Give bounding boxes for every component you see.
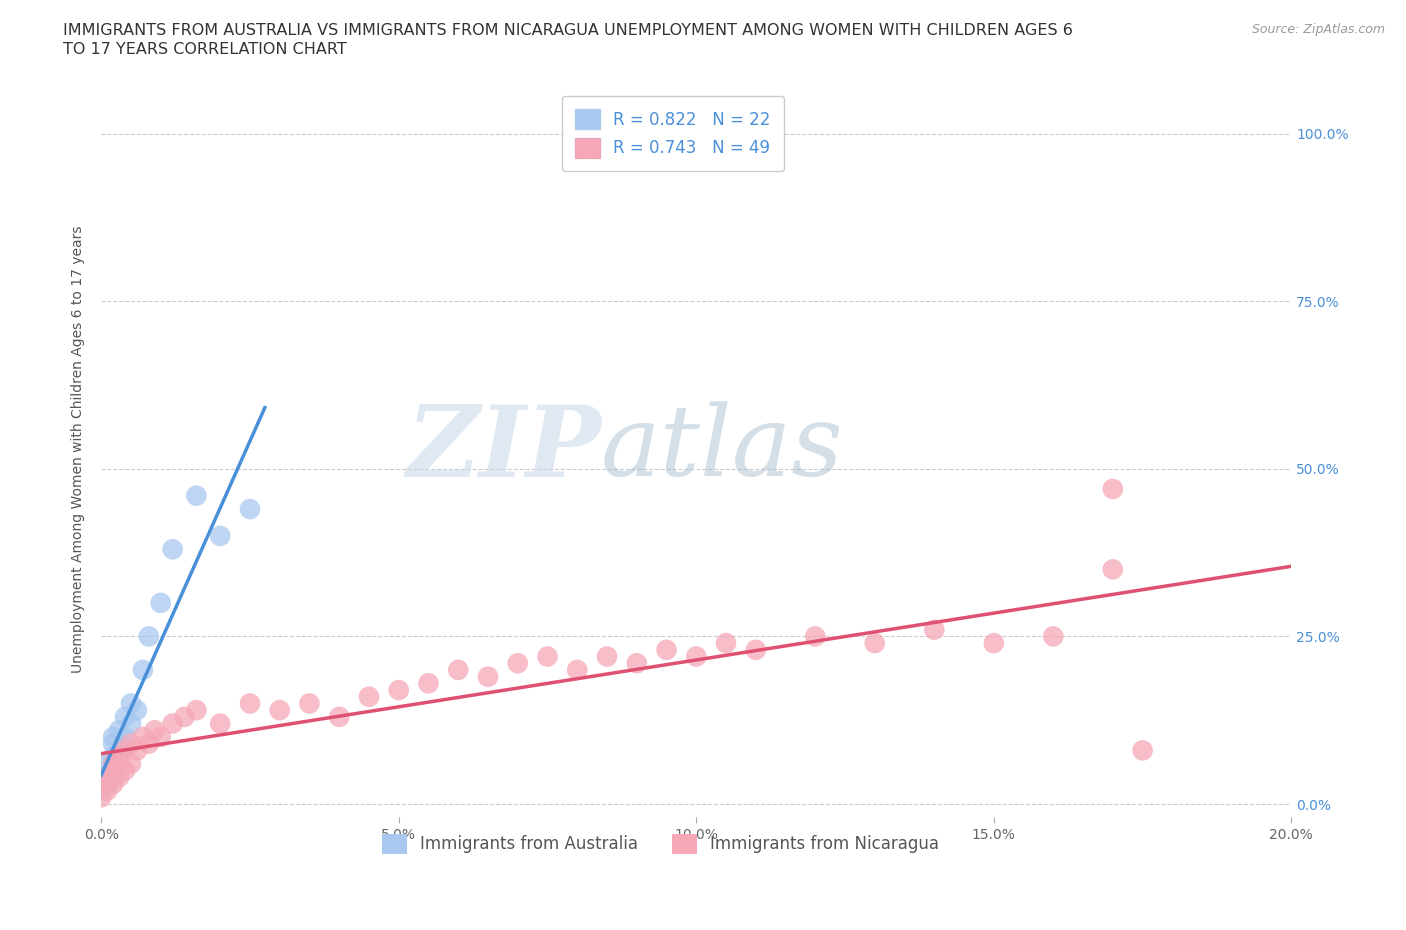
Point	[149, 595, 172, 610]
Point	[114, 763, 136, 777]
Point	[96, 770, 118, 785]
Point	[101, 729, 124, 744]
Point	[114, 729, 136, 744]
Point	[863, 636, 886, 651]
Point	[132, 729, 155, 744]
Point	[1101, 482, 1123, 497]
Point	[685, 649, 707, 664]
Text: Source: ZipAtlas.com: Source: ZipAtlas.com	[1251, 23, 1385, 36]
Point	[714, 636, 737, 651]
Point	[162, 542, 184, 557]
Point	[983, 636, 1005, 651]
Point	[149, 729, 172, 744]
Point	[101, 737, 124, 751]
Point	[120, 716, 142, 731]
Point	[328, 710, 350, 724]
Point	[186, 488, 208, 503]
Point	[447, 662, 470, 677]
Point	[143, 723, 166, 737]
Point	[101, 763, 124, 777]
Point	[114, 743, 136, 758]
Point	[418, 676, 440, 691]
Point	[745, 643, 768, 658]
Point	[108, 750, 131, 764]
Point	[96, 777, 118, 791]
Point	[114, 710, 136, 724]
Point	[536, 649, 558, 664]
Point	[125, 743, 148, 758]
Text: IMMIGRANTS FROM AUSTRALIA VS IMMIGRANTS FROM NICARAGUA UNEMPLOYMENT AMONG WOMEN : IMMIGRANTS FROM AUSTRALIA VS IMMIGRANTS …	[63, 23, 1073, 38]
Point	[567, 662, 589, 677]
Point	[1101, 562, 1123, 577]
Point	[924, 622, 946, 637]
Point	[298, 696, 321, 711]
Text: atlas: atlas	[600, 401, 844, 497]
Point	[120, 737, 142, 751]
Point	[96, 783, 118, 798]
Point	[655, 643, 678, 658]
Text: ZIP: ZIP	[406, 401, 600, 497]
Point	[108, 743, 131, 758]
Point	[96, 777, 118, 791]
Point	[173, 710, 195, 724]
Point	[1132, 743, 1154, 758]
Point	[125, 703, 148, 718]
Point	[1042, 629, 1064, 644]
Point	[596, 649, 619, 664]
Point	[506, 656, 529, 671]
Point	[132, 662, 155, 677]
Point	[138, 737, 160, 751]
Point	[90, 783, 112, 798]
Point	[108, 723, 131, 737]
Point	[101, 777, 124, 791]
Point	[388, 683, 411, 698]
Point	[357, 689, 380, 704]
Point	[186, 703, 208, 718]
Point	[101, 770, 124, 785]
Legend: Immigrants from Australia, Immigrants from Nicaragua: Immigrants from Australia, Immigrants fr…	[375, 827, 946, 860]
Point	[101, 756, 124, 771]
Point	[120, 696, 142, 711]
Text: TO 17 YEARS CORRELATION CHART: TO 17 YEARS CORRELATION CHART	[63, 42, 347, 57]
Point	[108, 756, 131, 771]
Point	[162, 716, 184, 731]
Point	[101, 750, 124, 764]
Point	[138, 629, 160, 644]
Point	[239, 696, 262, 711]
Point	[477, 670, 499, 684]
Point	[96, 763, 118, 777]
Point	[269, 703, 291, 718]
Point	[209, 528, 232, 543]
Point	[120, 756, 142, 771]
Point	[239, 501, 262, 516]
Point	[804, 629, 827, 644]
Point	[90, 790, 112, 804]
Point	[96, 756, 118, 771]
Point	[209, 716, 232, 731]
Y-axis label: Unemployment Among Women with Children Ages 6 to 17 years: Unemployment Among Women with Children A…	[72, 225, 86, 672]
Point	[626, 656, 648, 671]
Point	[108, 770, 131, 785]
